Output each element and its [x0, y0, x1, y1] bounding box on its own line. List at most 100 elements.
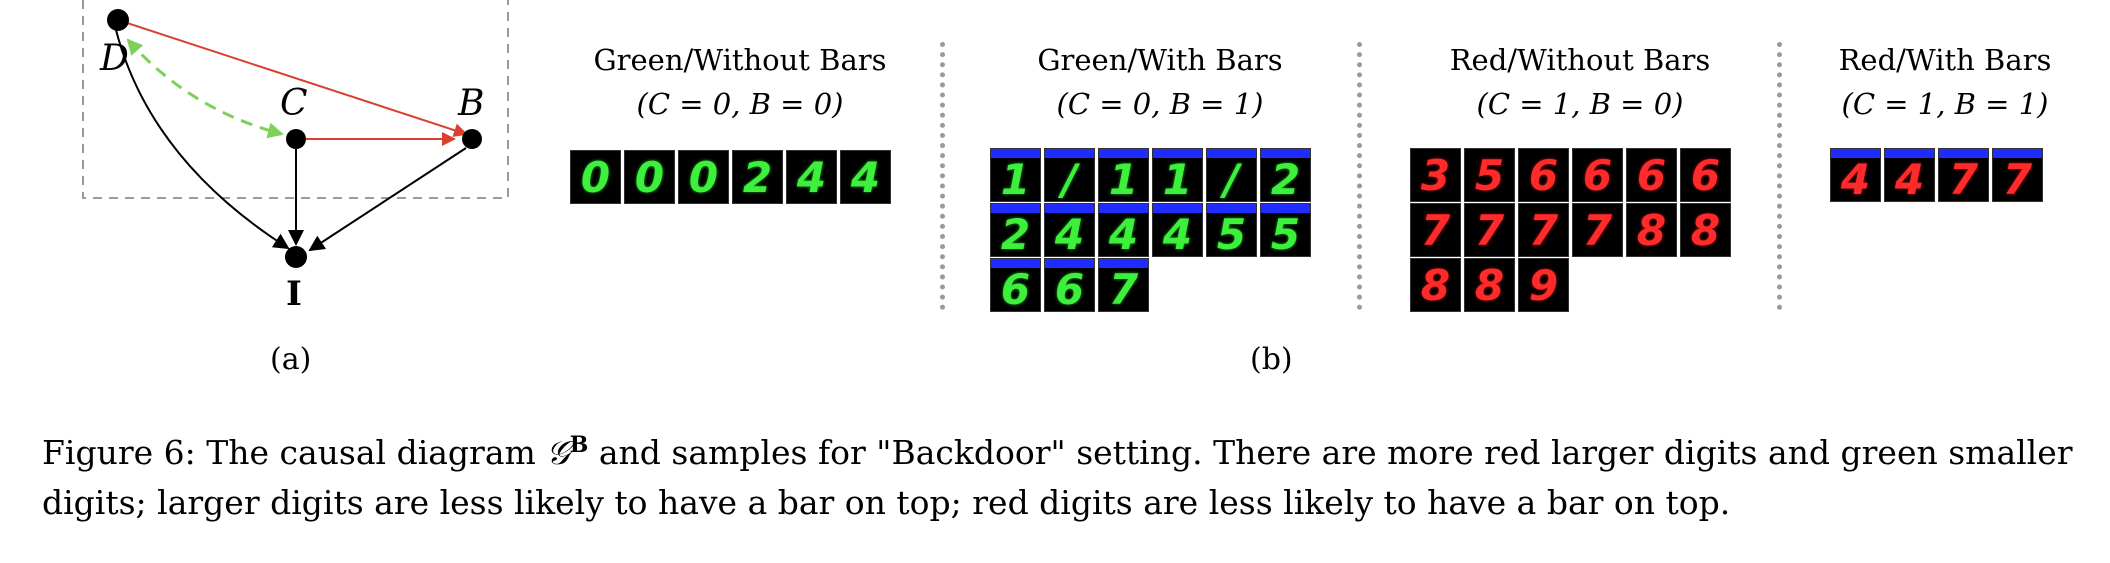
panel-label-a: (a) [270, 342, 312, 377]
digit-sample: 6 [990, 258, 1041, 312]
digit-sample: 8 [1410, 258, 1461, 312]
group-title-text: Red/With Bars [1838, 43, 2052, 77]
digit-sample: 1 [1152, 148, 1203, 202]
digit-glyph: 4 [1840, 155, 1871, 202]
digit-sample: / [1206, 148, 1257, 202]
digit-sample: 6 [1626, 148, 1677, 202]
edge-d-i [115, 29, 290, 250]
node-i [285, 246, 307, 268]
digit-sample: 4 [1044, 203, 1095, 257]
digit-glyph: 7 [1474, 206, 1505, 255]
digit-sample: 8 [1680, 203, 1731, 257]
digit-sample: 6 [1044, 258, 1095, 312]
node-d [107, 9, 129, 31]
digit-sample: 4 [1830, 148, 1881, 202]
digit-glyph: / [1061, 155, 1078, 202]
digit-sample: 4 [786, 150, 837, 204]
causal-diagram: D C B I [82, 0, 509, 314]
group-title: Red/With Bars (C = 1, B = 1) [1800, 38, 2090, 126]
digit-sample: 5 [1206, 203, 1257, 257]
digit-glyph: 2 [1270, 155, 1301, 202]
caption-symbol: 𝒢 [546, 433, 570, 472]
digit-sample: / [1044, 148, 1095, 202]
edge-b-i [308, 147, 467, 252]
digit-sample: 2 [732, 150, 783, 204]
digit-glyph: 5 [1474, 151, 1505, 200]
node-b [462, 129, 482, 149]
digit-sample: 7 [1464, 203, 1515, 257]
group-title: Green/Without Bars (C = 0, B = 0) [560, 38, 920, 126]
digit-glyph: 7 [1420, 206, 1451, 255]
group-title-text: Green/Without Bars [593, 43, 887, 77]
digit-sample: 5 [1464, 148, 1515, 202]
digit-glyph: 1 [1162, 155, 1193, 202]
digit-glyph: 8 [1636, 206, 1667, 255]
digit-sample: 4 [1884, 148, 1935, 202]
digit-glyph: 8 [1474, 261, 1505, 310]
digit-glyph: 7 [2002, 155, 2033, 202]
digit-glyph: 7 [1948, 155, 1979, 202]
digit-sample: 6 [1572, 148, 1623, 202]
digit-sample: 0 [570, 150, 621, 204]
digit-glyph: 0 [688, 153, 719, 202]
node-c [286, 129, 306, 149]
digit-sample: 1 [990, 148, 1041, 202]
digit-glyph: 4 [796, 153, 827, 202]
digit-glyph: 6 [1582, 151, 1613, 200]
group-title: Green/With Bars (C = 0, B = 1) [980, 38, 1340, 126]
digit-glyph: 4 [1162, 210, 1193, 257]
digit-glyph: 6 [1528, 151, 1559, 200]
caption-superscript: B [569, 432, 589, 458]
group-title: Red/Without Bars (C = 1, B = 0) [1400, 38, 1760, 126]
node-b-label: B [457, 83, 484, 124]
digit-sample: 0 [624, 150, 675, 204]
digit-sample: 7 [1098, 258, 1149, 312]
digit-glyph: 4 [1054, 210, 1085, 257]
digit-glyph: 8 [1420, 261, 1451, 310]
figure-caption: Figure 6: The causal diagram 𝒢B and samp… [42, 420, 2082, 528]
digit-glyph: 4 [1108, 210, 1139, 257]
digit-sample: 4 [1098, 203, 1149, 257]
group-condition: (C = 0, B = 0) [636, 87, 844, 121]
digit-glyph: 7 [1582, 206, 1613, 255]
group-condition: (C = 1, B = 1) [1841, 87, 2049, 121]
digit-glyph: 9 [1528, 261, 1559, 310]
dashed-box [82, 0, 509, 199]
digit-glyph: 4 [1894, 155, 1925, 202]
digit-glyph: 6 [1054, 265, 1085, 312]
digit-sample: 0 [678, 150, 729, 204]
panel-label-b: (b) [1250, 342, 1293, 377]
caption-suffix: and samples for "Backdoor" setting. Ther… [42, 433, 2073, 522]
digit-sample: 6 [1680, 148, 1731, 202]
digit-sample: 2 [1260, 148, 1311, 202]
digit-sample: 1 [1098, 148, 1149, 202]
group-condition: (C = 0, B = 1) [1056, 87, 1264, 121]
group-title-text: Red/Without Bars [1449, 43, 1711, 77]
digit-glyph: 6 [1000, 265, 1031, 312]
digit-glyph: 7 [1108, 265, 1139, 312]
digit-glyph: 0 [580, 153, 611, 202]
caption-prefix: Figure 6: The causal diagram [42, 433, 547, 472]
digit-glyph: 1 [1000, 155, 1031, 202]
digit-glyph: 2 [742, 153, 773, 202]
digit-sample: 8 [1464, 258, 1515, 312]
group-title-text: Green/With Bars [1037, 43, 1283, 77]
group-condition: (C = 1, B = 0) [1476, 87, 1684, 121]
digit-glyph: 2 [1000, 210, 1031, 257]
digit-sample: 7 [1992, 148, 2043, 202]
digit-sample: 5 [1260, 203, 1311, 257]
digit-sample: 4 [1152, 203, 1203, 257]
node-c-label: C [280, 83, 308, 124]
digit-glyph: 7 [1528, 206, 1559, 255]
digit-glyph: / [1223, 155, 1240, 202]
digit-sample: 7 [1938, 148, 1989, 202]
digit-glyph: 1 [1108, 155, 1139, 202]
digit-glyph: 5 [1270, 210, 1301, 257]
digit-sample: 8 [1626, 203, 1677, 257]
digit-glyph: 6 [1690, 151, 1721, 200]
digit-sample: 7 [1572, 203, 1623, 257]
group-separator [1357, 42, 1362, 310]
digit-sample: 7 [1518, 203, 1569, 257]
digit-glyph: 5 [1216, 210, 1247, 257]
digit-sample: 6 [1518, 148, 1569, 202]
